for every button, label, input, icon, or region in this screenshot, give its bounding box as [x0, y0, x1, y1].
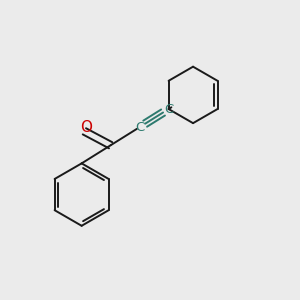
Text: O: O [80, 120, 92, 135]
Text: C: C [164, 103, 173, 116]
Text: C: C [135, 121, 144, 134]
